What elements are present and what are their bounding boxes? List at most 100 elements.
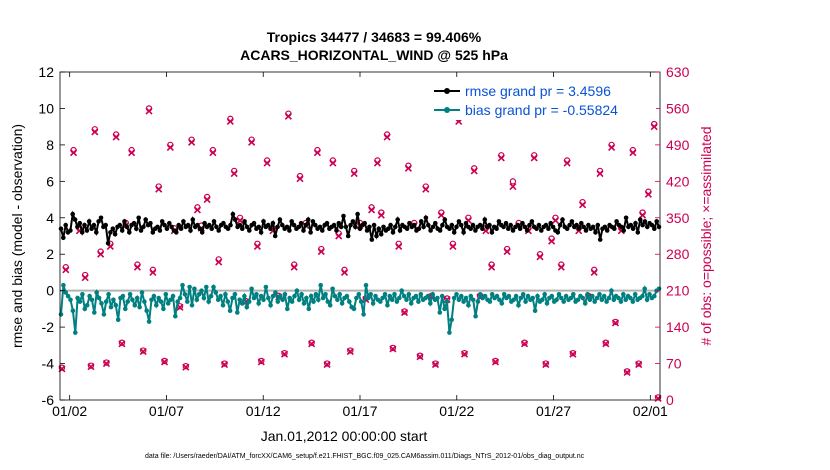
obs-assimilated-marker xyxy=(590,268,598,277)
bias-point xyxy=(437,310,443,315)
obs-assimilated-marker xyxy=(497,154,505,162)
obs-assimilated-marker xyxy=(317,248,325,256)
obs-possible-marker xyxy=(602,339,610,346)
bias-point xyxy=(466,302,471,308)
rmse-point xyxy=(268,226,273,231)
bias-point xyxy=(263,284,269,290)
rmse-point xyxy=(207,222,212,228)
bias-point xyxy=(444,299,450,304)
bias-point xyxy=(65,293,71,299)
obs-assimilated-marker xyxy=(542,361,550,369)
rmse-point xyxy=(343,224,349,230)
rmse-point xyxy=(640,222,645,228)
bias-point xyxy=(327,302,333,308)
obs-assimilated-marker xyxy=(368,206,376,214)
obs-assimilated-marker xyxy=(383,133,391,141)
rmse-point xyxy=(652,226,657,231)
obs-assimilated-marker xyxy=(118,340,126,348)
rmse-point xyxy=(176,222,181,228)
rmse-point xyxy=(428,228,433,233)
bias-point xyxy=(163,292,169,297)
obs-assimilated-marker xyxy=(635,361,643,369)
bias-point xyxy=(182,292,188,297)
bias-point xyxy=(618,299,624,304)
rmse-point xyxy=(628,222,634,228)
rmse-point xyxy=(188,228,193,233)
bias-point xyxy=(554,297,559,303)
bias-point xyxy=(175,299,180,304)
bias-point xyxy=(211,284,216,290)
y-right-tick-label: 350 xyxy=(666,210,690,226)
legend: rmse grand pr = 3.4596 bias grand pr = -… xyxy=(428,78,656,120)
bias-point xyxy=(647,292,652,297)
rmse-point xyxy=(642,219,648,224)
obs-assimilated-marker xyxy=(220,361,229,369)
bias-point xyxy=(296,297,302,303)
rmse-point xyxy=(103,222,108,228)
rmse-point xyxy=(148,220,153,226)
rmse-point xyxy=(560,217,565,222)
rmse-point xyxy=(110,226,116,231)
bias-point xyxy=(401,293,407,299)
obs-assimilated-marker xyxy=(280,350,289,358)
bias-point xyxy=(168,297,173,303)
bias-point xyxy=(151,293,157,299)
bias-point xyxy=(58,312,64,317)
rmse-point xyxy=(261,219,266,224)
obs-possible-marker xyxy=(182,362,190,370)
y-right-tick-label: 490 xyxy=(666,137,690,153)
x-tick-label: 01/22 xyxy=(439,403,474,419)
rmse-point xyxy=(232,217,238,222)
obs-assimilated-marker xyxy=(139,348,147,356)
bias-point xyxy=(499,301,505,306)
obs-assimilated-marker xyxy=(97,250,105,258)
obs-assimilated-marker xyxy=(188,138,196,146)
rmse-point xyxy=(494,226,499,231)
rmse-point xyxy=(221,220,226,226)
rmse-point xyxy=(593,230,598,235)
rmse-point xyxy=(506,226,511,231)
rmse-point xyxy=(501,224,506,230)
bias-point xyxy=(561,299,566,304)
bias-point xyxy=(223,292,228,297)
obs-assimilated-marker xyxy=(145,107,153,115)
obs-possible-marker xyxy=(635,360,642,367)
bias-point xyxy=(454,292,459,297)
bias-point xyxy=(497,297,502,303)
rmse-point xyxy=(63,222,68,228)
bias-point xyxy=(225,299,231,304)
bias-point xyxy=(120,293,126,299)
bias-point xyxy=(587,297,593,303)
rmse-point xyxy=(393,224,398,230)
rmse-point xyxy=(367,224,372,230)
rmse-point xyxy=(451,230,457,235)
bias-point xyxy=(418,292,424,297)
rmse-point xyxy=(122,219,127,224)
rmse-point xyxy=(374,233,379,239)
bias-point xyxy=(494,293,500,299)
bias-point xyxy=(318,282,324,288)
bias-point xyxy=(530,295,535,301)
rmse-point xyxy=(136,215,141,221)
rmse-point xyxy=(237,222,243,228)
rmse-point xyxy=(174,230,179,235)
obs-assimilated-marker xyxy=(335,232,343,240)
rmse-point xyxy=(579,220,584,226)
obs-possible-marker xyxy=(161,357,168,365)
rmse-point xyxy=(583,228,589,233)
obs-assimilated-marker xyxy=(308,340,316,348)
rmse-point xyxy=(423,215,429,221)
rmse-point xyxy=(557,222,563,228)
y-left-tick-label: -6 xyxy=(42,392,55,408)
obs-possible-marker xyxy=(87,362,95,369)
bias-point xyxy=(189,302,195,308)
bias-point xyxy=(456,297,462,303)
rmse-point xyxy=(503,220,509,226)
rmse-point xyxy=(284,224,290,230)
bias-point xyxy=(132,302,138,308)
rmse-point xyxy=(426,222,431,228)
bias-point xyxy=(103,299,109,304)
plot-area xyxy=(60,72,660,400)
rmse-point xyxy=(127,230,132,235)
rmse-point xyxy=(395,217,401,222)
